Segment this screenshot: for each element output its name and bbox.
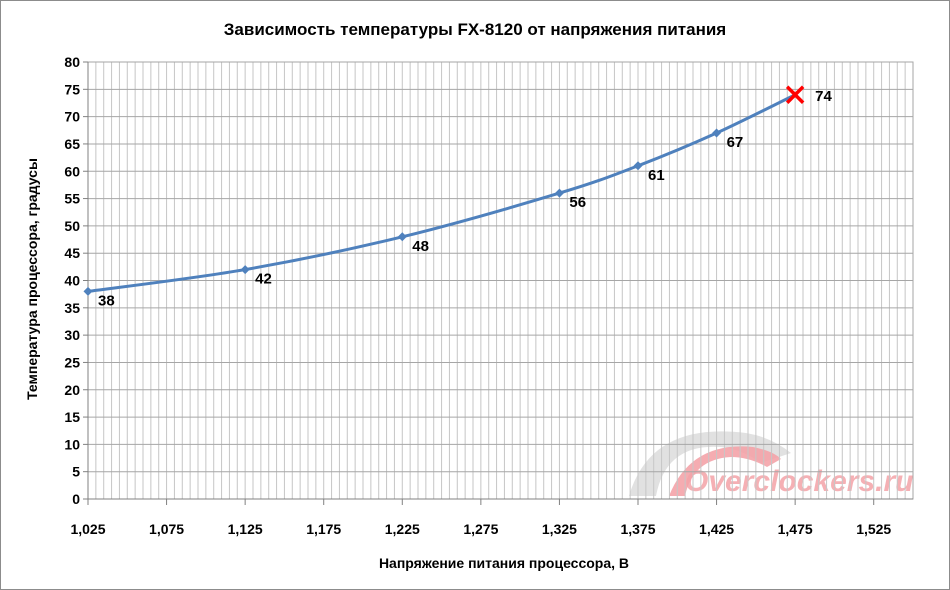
x-tick-label: 1,275	[463, 521, 498, 537]
x-tick-label: 1,075	[149, 521, 184, 537]
x-tick-label: 1,475	[778, 521, 813, 537]
data-point-marker-x	[785, 85, 805, 105]
data-point-marker	[240, 265, 250, 275]
y-tick-label: 0	[72, 491, 80, 507]
data-label: 74	[815, 88, 832, 105]
data-label: 67	[727, 134, 744, 151]
chart-title: Зависимость температуры FX-8120 от напря…	[224, 20, 726, 39]
y-tick-label: 35	[64, 300, 80, 316]
y-axis-title: Температура процессора, градусы	[24, 158, 40, 400]
data-label: 42	[255, 271, 272, 288]
watermark-text: Overclockers.ru	[685, 465, 913, 498]
y-tick-label: 25	[64, 354, 80, 370]
data-label: 38	[98, 292, 115, 309]
x-tick-label: 1,325	[542, 521, 577, 537]
y-tick-label: 55	[64, 191, 80, 207]
data-label: 48	[412, 238, 429, 255]
series-group: 38 42 48 56 61 67 74	[83, 85, 832, 309]
y-tick-label: 15	[64, 409, 80, 425]
data-point-marker	[397, 232, 407, 242]
y-tick-label: 20	[64, 382, 80, 398]
watermark-swoosh-red	[669, 446, 781, 496]
x-tick-label: 1,025	[70, 521, 105, 537]
x-tick-label: 1,225	[385, 521, 420, 537]
y-tick-label: 30	[64, 327, 80, 343]
y-tick-label: 80	[64, 54, 80, 70]
y-tick-labels: 0 5 10 15 20 25 30 35 40 45 50 55 60 65 70 75 80	[64, 54, 88, 507]
y-tick-label: 75	[64, 81, 80, 97]
series-line	[87, 93, 796, 293]
plot-grid	[87, 61, 914, 500]
y-tick-label: 40	[64, 273, 80, 289]
data-point-marker	[633, 161, 643, 171]
y-tick-label: 65	[64, 136, 80, 152]
y-tick-label: 10	[64, 436, 80, 452]
data-label: 56	[569, 194, 586, 211]
y-tick-label: 60	[64, 163, 80, 179]
y-tick-label: 70	[64, 109, 80, 125]
y-tick-label: 50	[64, 218, 80, 234]
data-point-marker	[554, 188, 564, 198]
x-tick-label: 1,125	[228, 521, 263, 537]
data-point-marker	[83, 286, 93, 296]
x-axis-title: Напряжение питания процессора, В	[379, 555, 629, 571]
x-tick-labels: 1,025 1,075 1,125 1,175 1,225 1,275 1,325 1,375…	[70, 499, 891, 537]
data-point-marker	[712, 128, 722, 138]
x-tick-label: 1,525	[856, 521, 891, 537]
x-tick-label: 1,425	[699, 521, 734, 537]
data-label: 61	[648, 167, 665, 184]
x-tick-label: 1,375	[620, 521, 655, 537]
x-tick-label: 1,175	[306, 521, 341, 537]
y-tick-label: 45	[64, 245, 80, 261]
y-tick-label: 5	[72, 464, 80, 480]
